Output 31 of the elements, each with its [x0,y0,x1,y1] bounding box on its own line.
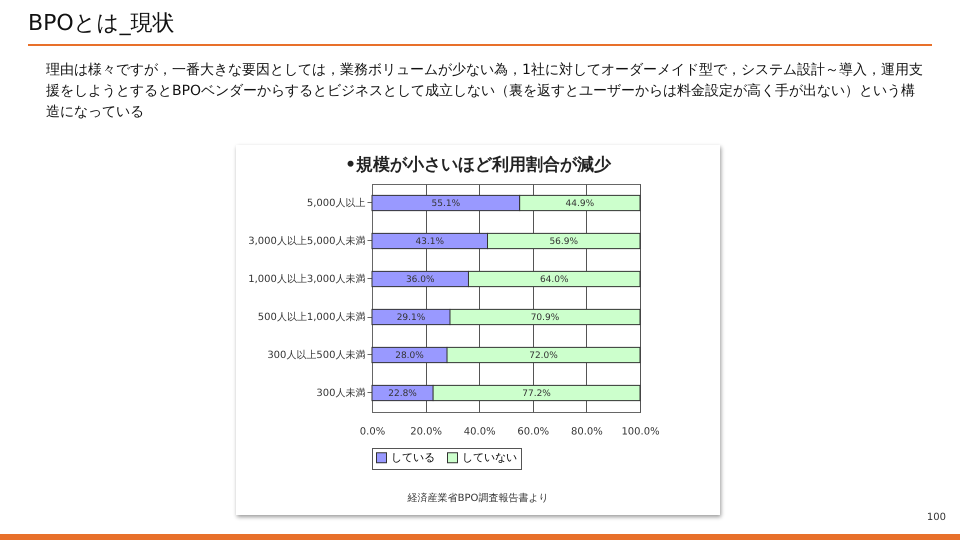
y-tick-label: 5,000人以上 [306,197,366,209]
data-label: 56.9% [549,237,578,247]
y-tick-label: 300人以上500人未満 [267,349,366,361]
data-label: 72.0% [529,351,558,361]
y-tick-label: 3,000人以上5,000人未満 [248,235,366,247]
data-label: 77.2% [522,389,552,399]
data-label: 28.0% [395,351,424,361]
text: 経済産業省BPO調査報告書より [406,492,550,505]
chart-subtitle: 理由は様々ですが，一番大きな要因としては，業務ボリュームが少ない為，1社に対してオーダーメイド型で，システム設計～導入，運用支援をしようとするとBPOベンダーからするとビジネスとして成立しない（裏を返すとユーザーからは料金設定が高く手が出ない）という構造になっている [46,61,924,122]
data-label: 43.1% [415,237,444,247]
x-tick-label: 40.0% [464,426,496,438]
text: BPOとは_現状 [28,10,175,38]
legend-label: していない [462,450,517,464]
x-tick-label: 0.0% [360,426,386,438]
legend-label: している [391,450,435,464]
data-label: 36.0% [406,275,435,285]
data-label: 44.9% [566,199,595,209]
text: 100 [926,512,946,523]
data-label: 55.1% [432,199,461,209]
y-tick-label: 1,000人以上3,000人未満 [248,273,366,285]
x-tick-label: 60.0% [517,426,550,438]
text: •規模が小さいほど利用割合が減少 [344,154,612,176]
x-tick-label: 80.0% [571,426,603,438]
x-tick-label: 100.0% [621,426,660,438]
y-tick-label: 500人以上1,000人未満 [258,311,366,323]
data-label: 22.8% [388,389,418,399]
y-tick-label: 300人未満 [316,387,366,399]
x-tick-label: 20.0% [410,426,442,438]
data-label: 64.0% [540,275,569,285]
data-label: 70.9% [530,313,560,323]
data-label: 29.1% [396,313,426,323]
